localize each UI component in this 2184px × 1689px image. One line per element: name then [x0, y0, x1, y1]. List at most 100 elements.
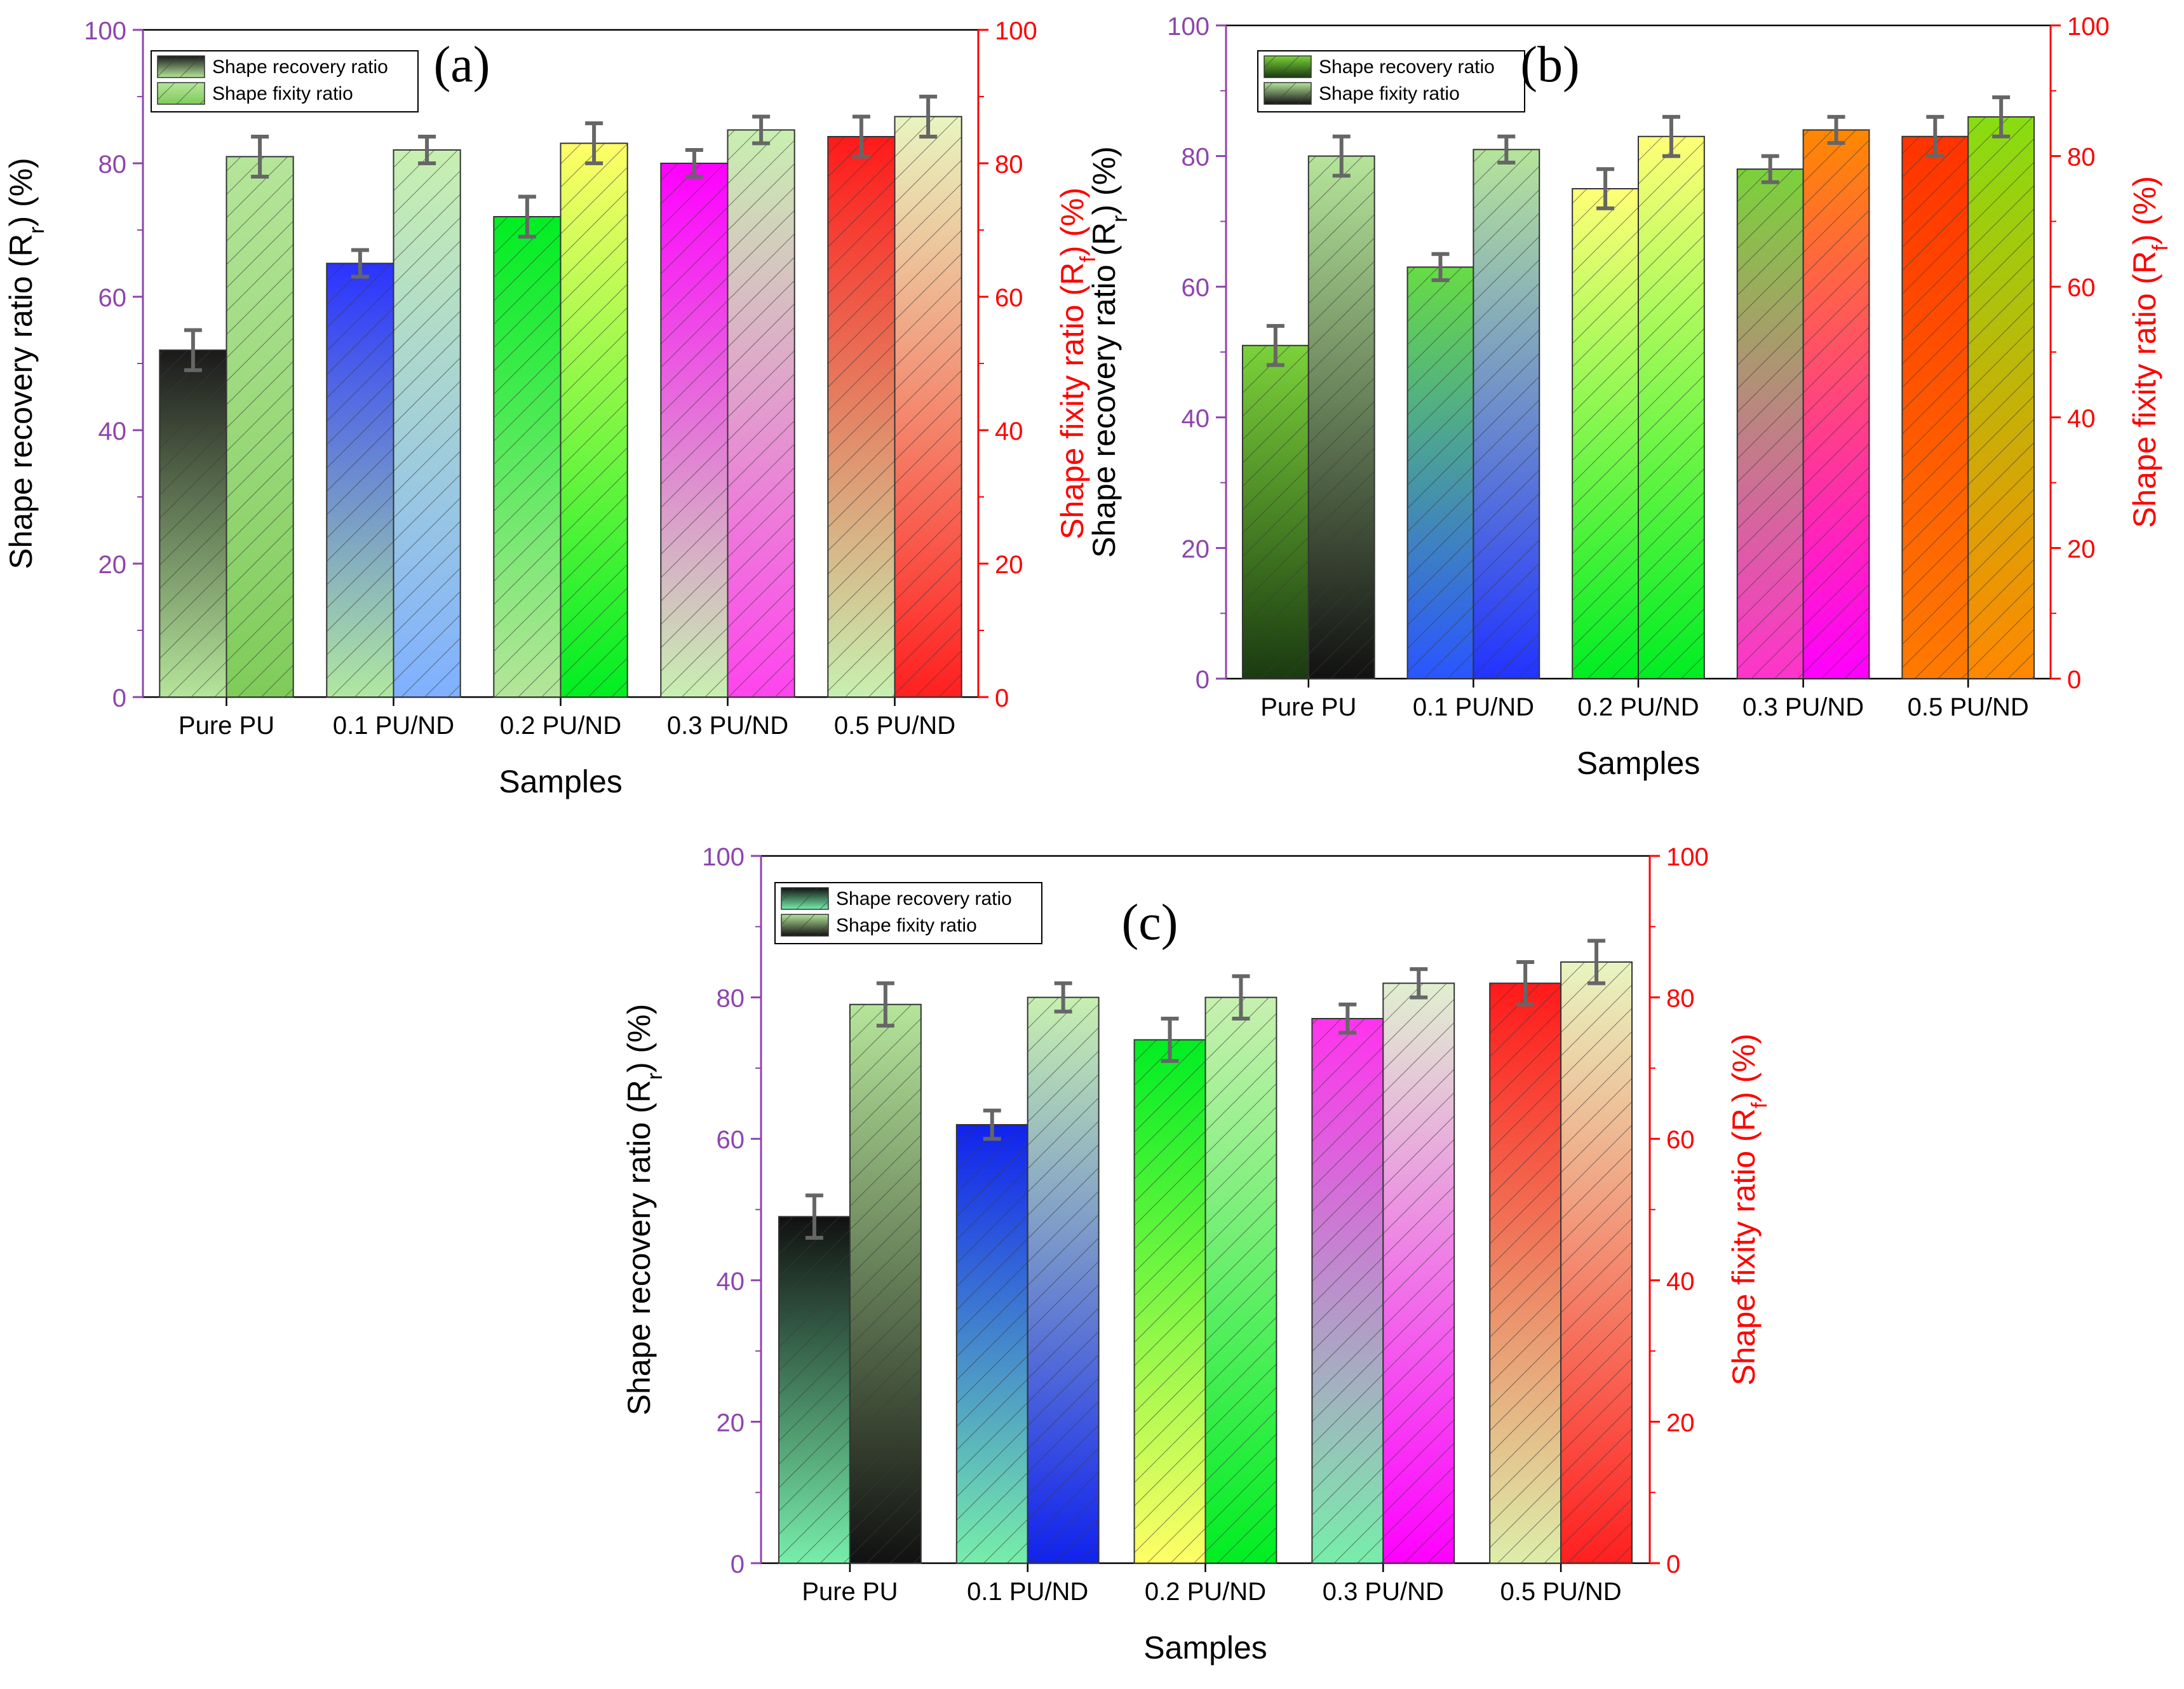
chart-panel-a: 0 0 20 20 40 40 60 60 80 80 100 100 Pure PU 0.1 PU/ND… [3, 17, 1100, 799]
right-y-tick-label: 0 [1666, 1550, 1680, 1578]
recovery-bar-hatch [1134, 1040, 1206, 1563]
left-y-tick-label: 40 [98, 417, 127, 445]
legend-swatch-hatch [1264, 83, 1311, 104]
left-y-tick-label: 40 [1182, 405, 1210, 433]
x-tick-label: 0.2 PU/ND [1577, 693, 1699, 721]
legend-label: Shape fixity ratio [1319, 83, 1460, 104]
left-y-tick-label: 100 [702, 843, 745, 871]
left-y-tick-label: 20 [98, 551, 127, 579]
legend-swatch-hatch [781, 914, 828, 936]
legend-label: Shape fixity ratio [212, 83, 353, 104]
x-tick-label: Pure PU [802, 1578, 898, 1606]
chart-panel-b: 0 0 20 20 40 40 60 60 80 80 100 100 Pure PU 0.1 PU/ND… [1086, 13, 2173, 781]
right-y-tick-label: 60 [1666, 1126, 1695, 1154]
left-y-tick-label: 80 [717, 985, 745, 1013]
left-y-title-subscript: r [25, 226, 49, 233]
right-y-tick-label: 0 [995, 684, 1009, 712]
panel-label: (c) [1122, 895, 1178, 951]
fixity-bar-hatch [1968, 116, 2035, 679]
left-y-title-suffix: ) (%) [621, 1004, 657, 1073]
panel-label: (a) [434, 37, 490, 93]
x-tick-label: Pure PU [1260, 693, 1356, 721]
right-y-title-suffix: ) (%) [2127, 176, 2162, 245]
fixity-bar-hatch [1027, 997, 1099, 1563]
x-tick-label: 0.2 PU/ND [1145, 1578, 1266, 1606]
right-y-title-main: Shape fixity ratio (R [2127, 251, 2162, 528]
legend-label: Shape recovery ratio [836, 888, 1012, 909]
fixity-bar-hatch [894, 116, 962, 697]
recovery-bar-hatch [1902, 136, 1969, 679]
recovery-bar-hatch [494, 217, 561, 697]
right-y-title-subscript: f [1748, 1102, 1772, 1108]
recovery-bar-hatch [327, 263, 394, 697]
left-y-title-main: Shape recovery ratio (R [1086, 222, 1122, 558]
left-y-tick-label: 80 [1182, 144, 1210, 172]
right-y-title-suffix: ) (%) [1726, 1033, 1762, 1102]
left-y-tick-label: 20 [717, 1409, 745, 1437]
x-axis-title: Samples [1143, 1630, 1267, 1665]
recovery-bar-hatch [1312, 1018, 1384, 1563]
left-y-title-subscript: r [643, 1073, 667, 1080]
right-y-tick-label: 80 [2067, 144, 2096, 172]
chart-panel-c: 0 0 20 20 40 40 60 60 80 80 100 100 Pure PU 0.1 PU/ND… [621, 843, 1772, 1665]
fixity-bar-hatch [1638, 136, 1704, 679]
recovery-bar-hatch [828, 137, 895, 697]
fixity-bar-hatch [849, 1004, 921, 1563]
x-tick-label: 0.5 PU/ND [1500, 1578, 1622, 1606]
x-tick-label: 0.1 PU/ND [967, 1578, 1088, 1606]
fixity-bar-hatch [560, 143, 628, 697]
x-tick-label: 0.5 PU/ND [1908, 693, 2029, 721]
right-y-tick-label: 100 [995, 17, 1037, 45]
left-y-axis-title: Shape recovery ratio (Rr) (%) [621, 1004, 667, 1416]
left-y-tick-label: 100 [84, 17, 126, 45]
recovery-bar-hatch [159, 350, 227, 697]
recovery-bar-hatch [1242, 345, 1309, 679]
fixity-bar-hatch [1205, 997, 1277, 1563]
right-y-title-subscript: f [2148, 245, 2173, 251]
left-y-tick-label: 0 [731, 1550, 745, 1578]
right-y-title-subscript: f [1076, 256, 1100, 262]
left-y-title-suffix: ) (%) [3, 158, 39, 226]
x-tick-label: 0.2 PU/ND [500, 712, 621, 740]
legend-label: Shape recovery ratio [212, 57, 388, 78]
left-y-title-suffix: ) (%) [1086, 146, 1122, 215]
left-y-tick-label: 0 [1196, 666, 1210, 694]
x-tick-label: 0.5 PU/ND [834, 712, 955, 740]
recovery-bar-hatch [1572, 189, 1638, 679]
fixity-bar-hatch [1473, 149, 1540, 679]
left-y-title-subscript: r [1108, 215, 1132, 222]
right-y-tick-label: 100 [2067, 13, 2110, 41]
left-y-title-main: Shape recovery ratio (R [3, 234, 39, 569]
panel-label: (b) [1520, 37, 1579, 93]
x-tick-label: 0.3 PU/ND [1742, 693, 1864, 721]
fixity-bar-hatch [727, 130, 795, 697]
right-y-tick-label: 100 [1666, 843, 1709, 871]
right-y-title-main: Shape fixity ratio (R [1055, 262, 1090, 539]
recovery-bar-hatch [778, 1216, 850, 1563]
left-y-tick-label: 40 [717, 1268, 745, 1296]
legend-swatch-hatch [158, 83, 205, 104]
recovery-bar-hatch [661, 163, 728, 697]
x-tick-label: 0.3 PU/ND [667, 712, 788, 740]
fixity-bar-hatch [226, 156, 293, 697]
right-y-tick-label: 0 [2067, 666, 2081, 694]
right-y-tick-label: 20 [2067, 535, 2096, 563]
left-y-axis-title: Shape recovery ratio (Rr) (%) [1086, 146, 1132, 558]
legend-label: Shape fixity ratio [836, 915, 977, 936]
left-y-tick-label: 60 [98, 284, 127, 312]
right-y-axis-title: Shape fixity ratio (Rf) (%) [2127, 176, 2173, 528]
x-tick-label: 0.3 PU/ND [1323, 1578, 1444, 1606]
right-y-tick-label: 20 [995, 551, 1023, 579]
legend-swatch-hatch [158, 56, 205, 78]
right-y-tick-label: 40 [2067, 405, 2096, 433]
legend-swatch-hatch [781, 888, 828, 909]
left-y-tick-label: 80 [98, 151, 127, 179]
fixity-bar-hatch [1383, 983, 1455, 1563]
fixity-bar-hatch [1308, 156, 1375, 679]
right-y-tick-label: 60 [995, 284, 1023, 312]
right-y-tick-label: 80 [1666, 985, 1695, 1013]
legend-swatch-hatch [1264, 56, 1311, 78]
left-y-tick-label: 0 [112, 684, 126, 712]
left-y-tick-label: 100 [1167, 13, 1210, 41]
